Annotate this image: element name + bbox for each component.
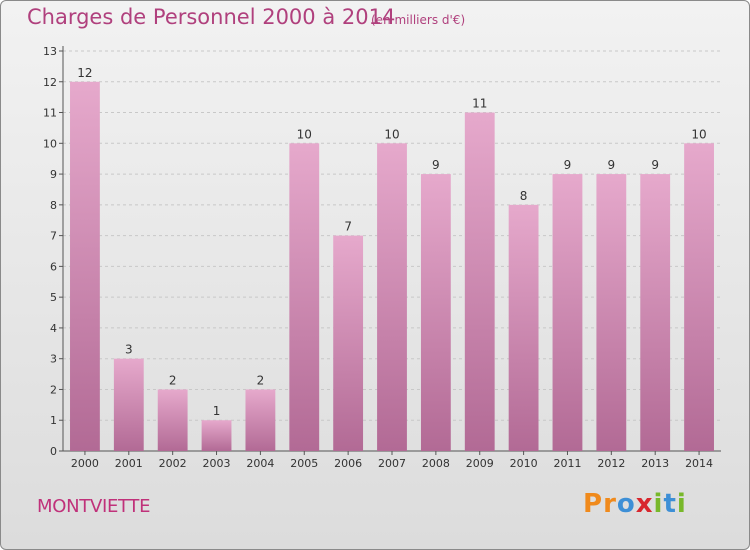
data-label: 9 <box>608 158 616 172</box>
bar <box>464 112 495 452</box>
bar <box>70 81 100 452</box>
y-tick-label: 11 <box>43 107 57 120</box>
bar <box>508 204 539 451</box>
bar <box>552 174 583 452</box>
data-label: 8 <box>520 189 528 203</box>
y-tick-label: 10 <box>43 137 57 150</box>
x-tick-label: 2007 <box>378 457 406 470</box>
chart-title: Charges de Personnel 2000 à 2014 <box>27 5 396 29</box>
data-label: 2 <box>257 373 265 387</box>
y-tick-label: 6 <box>50 260 57 273</box>
y-tick-label: 0 <box>50 445 57 458</box>
bar <box>684 143 714 452</box>
y-tick-label: 9 <box>50 168 57 181</box>
x-tick-label: 2012 <box>597 457 625 470</box>
x-tick-label: 2002 <box>159 457 187 470</box>
bar <box>377 143 407 452</box>
y-tick-label: 7 <box>50 230 57 243</box>
data-label: 11 <box>472 97 487 111</box>
data-label: 3 <box>125 343 133 357</box>
x-tick-label: 2013 <box>641 457 669 470</box>
data-label: 10 <box>384 127 399 141</box>
x-tick-label: 2006 <box>334 457 362 470</box>
y-tick-label: 4 <box>50 322 57 335</box>
bar <box>420 174 451 452</box>
data-label: 9 <box>651 158 659 172</box>
chart-subtitle: (en milliers d'€) <box>371 13 466 27</box>
x-tick-label: 2004 <box>246 457 274 470</box>
y-tick-label: 2 <box>50 383 57 396</box>
x-tick-label: 2011 <box>553 457 581 470</box>
data-label: 2 <box>169 373 177 387</box>
data-label: 10 <box>297 127 312 141</box>
x-tick-label: 2003 <box>203 457 231 470</box>
bar <box>245 389 276 451</box>
bar <box>201 420 232 451</box>
x-tick-label: 2008 <box>422 457 450 470</box>
y-tick-label: 8 <box>50 199 57 212</box>
bar <box>113 358 144 451</box>
data-label: 9 <box>564 158 572 172</box>
data-label: 9 <box>432 158 440 172</box>
y-tick-label: 1 <box>50 414 57 427</box>
x-tick-label: 2001 <box>115 457 143 470</box>
data-label: 12 <box>77 66 92 80</box>
proxiti-logo: Proxiti <box>583 489 687 519</box>
bar <box>333 235 364 451</box>
x-tick-label: 2000 <box>71 457 99 470</box>
y-tick-label: 13 <box>43 45 57 58</box>
x-tick-label: 2010 <box>510 457 538 470</box>
bar <box>289 143 320 452</box>
x-tick-label: 2014 <box>685 457 713 470</box>
data-label: 7 <box>344 220 352 234</box>
y-tick-label: 12 <box>43 76 57 89</box>
y-tick-label: 5 <box>50 291 57 304</box>
bar <box>157 389 188 451</box>
data-label: 10 <box>691 127 706 141</box>
x-tick-label: 2009 <box>466 457 494 470</box>
x-tick-label: 2005 <box>290 457 318 470</box>
y-tick-label: 3 <box>50 353 57 366</box>
data-label: 1 <box>213 404 221 418</box>
commune-name: MONTVIETTE <box>37 496 151 517</box>
bar <box>640 174 671 452</box>
bar <box>596 174 627 452</box>
